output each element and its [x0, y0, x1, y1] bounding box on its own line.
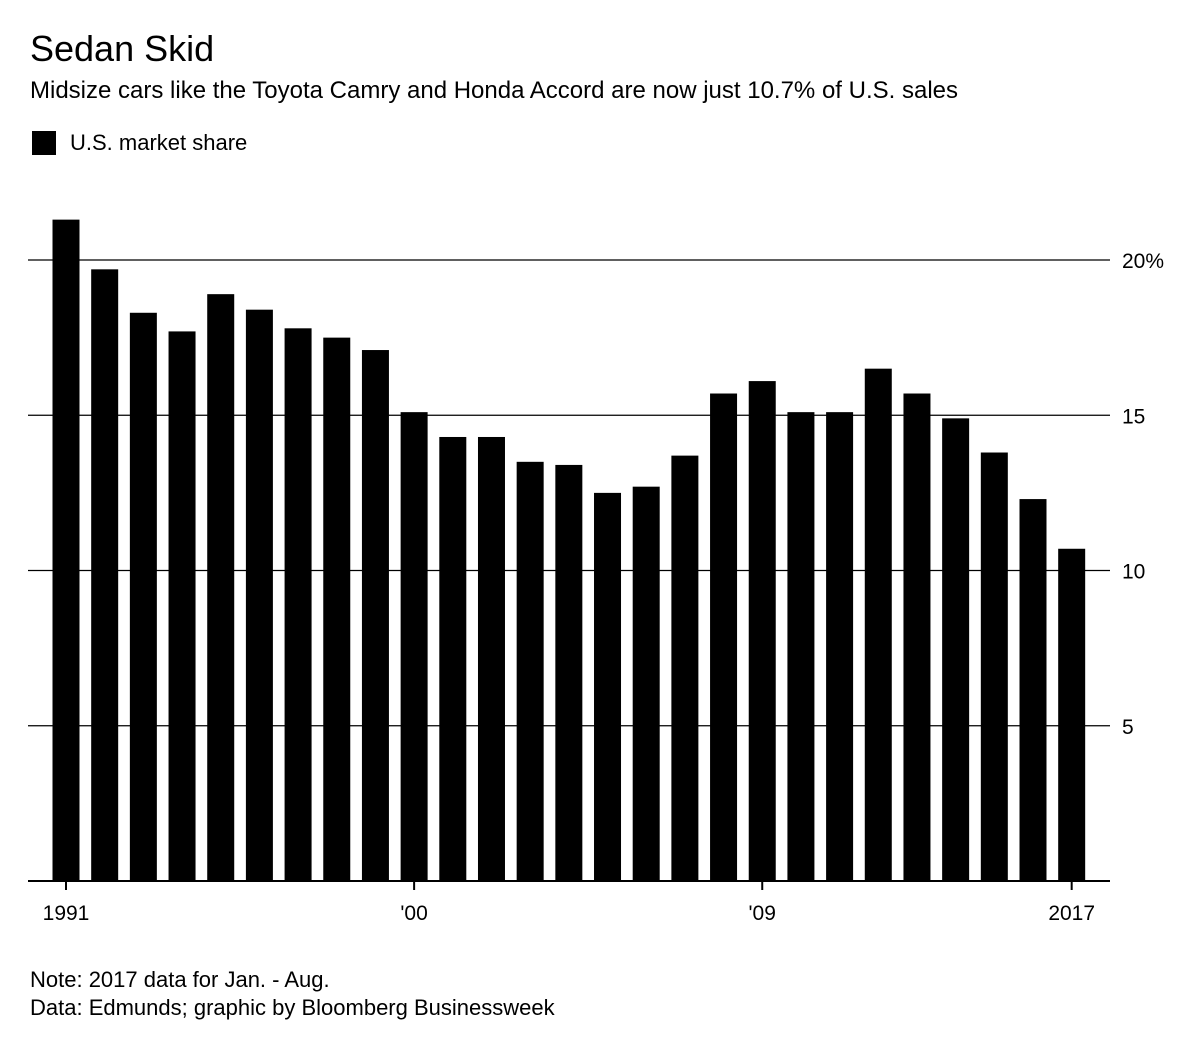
bar-1998 [323, 337, 351, 882]
bar-1993 [129, 312, 157, 881]
bar-chart: 5 10 15 20% 1991 '00 '09 2017 [28, 219, 1164, 925]
chart-subtitle: Midsize cars like the Toyota Camry and H… [30, 77, 958, 104]
bar-2000 [400, 412, 428, 881]
y-axis-labels: 5 10 15 20% [1122, 250, 1164, 739]
bar-2001 [439, 436, 467, 881]
bar-1991 [52, 219, 80, 881]
bar-1999 [361, 350, 389, 881]
bar-2010 [787, 412, 815, 881]
bar-2004 [555, 464, 583, 881]
x-axis [28, 880, 1110, 890]
bar-1997 [284, 328, 312, 881]
bar-1992 [91, 269, 119, 881]
y-tick-label: 20% [1122, 250, 1164, 273]
y-tick-label: 10 [1122, 561, 1145, 584]
footnote: Note: 2017 data for Jan. - Aug. [30, 967, 330, 992]
bar-1995 [207, 294, 235, 881]
x-tick-label: 2017 [1048, 902, 1095, 925]
bars [52, 219, 1086, 882]
bar-2002 [477, 436, 505, 881]
bar-2009 [748, 381, 776, 881]
bar-2015 [980, 452, 1008, 881]
bar-2006 [632, 486, 660, 881]
bar-2005 [594, 492, 622, 882]
bar-2014 [942, 418, 970, 881]
bar-2007 [671, 455, 699, 881]
bar-1994 [168, 331, 196, 881]
bar-2003 [516, 461, 544, 881]
bar-2012 [864, 368, 892, 881]
x-tick-label: 1991 [43, 902, 90, 925]
x-tick-label: '09 [749, 902, 776, 925]
legend-swatch [32, 131, 56, 155]
bar-2011 [826, 412, 854, 881]
y-tick-label: 5 [1122, 716, 1134, 739]
bar-1996 [245, 309, 273, 881]
legend-label: U.S. market share [70, 130, 248, 155]
source-credit: Data: Edmunds; graphic by Bloomberg Busi… [30, 995, 555, 1020]
bar-2016 [1019, 499, 1047, 881]
bar-2017 [1058, 548, 1086, 881]
x-axis-labels: 1991 '00 '09 2017 [43, 902, 1095, 925]
x-tick-label: '00 [400, 902, 427, 925]
bar-2013 [903, 393, 931, 881]
y-tick-label: 15 [1122, 405, 1145, 428]
legend: U.S. market share [32, 130, 247, 156]
bar-2008 [710, 393, 738, 881]
chart-title: Sedan Skid [30, 28, 215, 69]
